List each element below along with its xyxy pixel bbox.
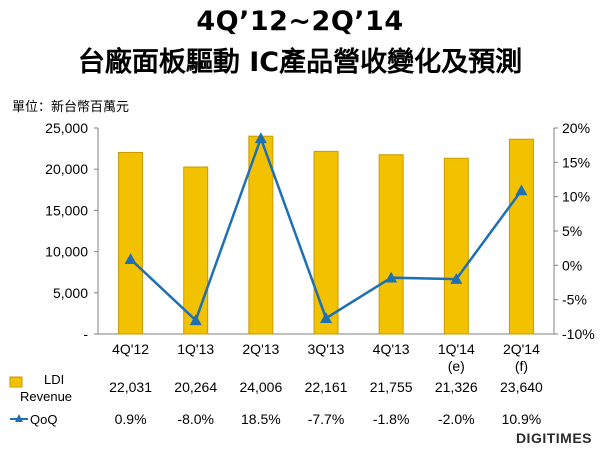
- y-right-tick-label: -5%: [562, 292, 587, 308]
- x-tick-label: (f): [515, 358, 528, 374]
- y-left-tick-label: 20,000: [45, 161, 88, 177]
- legend-marker-swatch: [15, 414, 23, 422]
- data-table-value-ldi: 24,006: [239, 379, 282, 395]
- chart-title: 台廠面板驅動 IC產品營收變化及預測: [77, 47, 523, 78]
- y-left-tick-label: 5,000: [53, 285, 88, 301]
- marker-qoq: [189, 314, 202, 326]
- data-table-value-qoq: 18.5%: [241, 411, 281, 427]
- data-table-value-qoq: 10.9%: [502, 411, 542, 427]
- x-tick-label: 2Q'14: [503, 341, 540, 357]
- x-tick-label: 2Q'13: [242, 341, 279, 357]
- x-tick-label: 1Q'13: [177, 341, 214, 357]
- legend-label-ldi-line2: Revenue: [20, 389, 72, 404]
- unit-label: 單位：新台幣百萬元: [12, 100, 130, 115]
- bar-ldi-revenue: [443, 157, 469, 335]
- legend-label-ldi-line1: LDI: [44, 372, 64, 387]
- y-left-tick-label: 15,000: [45, 202, 88, 218]
- y-right-tick-label: 20%: [562, 120, 590, 136]
- chart-title-period: 4Q’12~2Q’14: [196, 6, 404, 37]
- data-table-value-qoq: -2.0%: [438, 411, 475, 427]
- y-right-tick-label: 0%: [562, 257, 582, 273]
- marker-qoq: [515, 184, 528, 196]
- marker-qoq: [124, 253, 137, 264]
- y-right-tick-label: -10%: [562, 326, 595, 342]
- marker-qoq: [450, 273, 463, 284]
- bar-ldi-revenue: [313, 150, 339, 335]
- y-left-tick-label: -: [83, 326, 88, 342]
- data-table-value-ldi: 21,326: [435, 379, 478, 395]
- x-tick-label: 4Q'12: [112, 341, 149, 357]
- bar-ldi-revenue: [508, 138, 534, 335]
- bar-ldi-revenue: [183, 166, 209, 335]
- data-table-value-ldi: 20,264: [174, 379, 217, 395]
- y-right-tick-label: 5%: [562, 223, 582, 239]
- x-tick-label: 4Q'13: [373, 341, 410, 357]
- legend-bar-swatch: [9, 376, 23, 388]
- bar-ldi-revenue: [378, 154, 404, 335]
- data-table-value-ldi: 22,161: [305, 379, 348, 395]
- data-table-value-ldi: 23,640: [500, 379, 543, 395]
- legend-label-qoq: QoQ: [30, 412, 57, 427]
- x-tick-label: 3Q'13: [308, 341, 345, 357]
- data-table-value-qoq: -8.0%: [177, 411, 214, 427]
- data-table-value-qoq: -7.7%: [308, 411, 345, 427]
- y-right-tick-label: 10%: [562, 189, 590, 205]
- y-left-tick-label: 10,000: [45, 244, 88, 260]
- y-left-tick-label: 25,000: [45, 120, 88, 136]
- data-table-value-ldi: 22,031: [109, 379, 152, 395]
- x-tick-label: (e): [448, 358, 465, 374]
- x-tick-label: 1Q'14: [438, 341, 475, 357]
- bar-ldi-revenue: [118, 151, 144, 335]
- y-right-tick-label: 15%: [562, 154, 590, 170]
- data-table-value-ldi: 21,755: [370, 379, 413, 395]
- data-table-value-qoq: 0.9%: [115, 411, 147, 427]
- marker-qoq: [254, 132, 267, 144]
- data-table-value-qoq: -1.8%: [373, 411, 410, 427]
- marker-qoq: [385, 271, 398, 283]
- marker-qoq: [320, 312, 332, 324]
- bar-ldi-revenue: [248, 135, 274, 335]
- brand-logo: DIGITIMES: [515, 430, 592, 446]
